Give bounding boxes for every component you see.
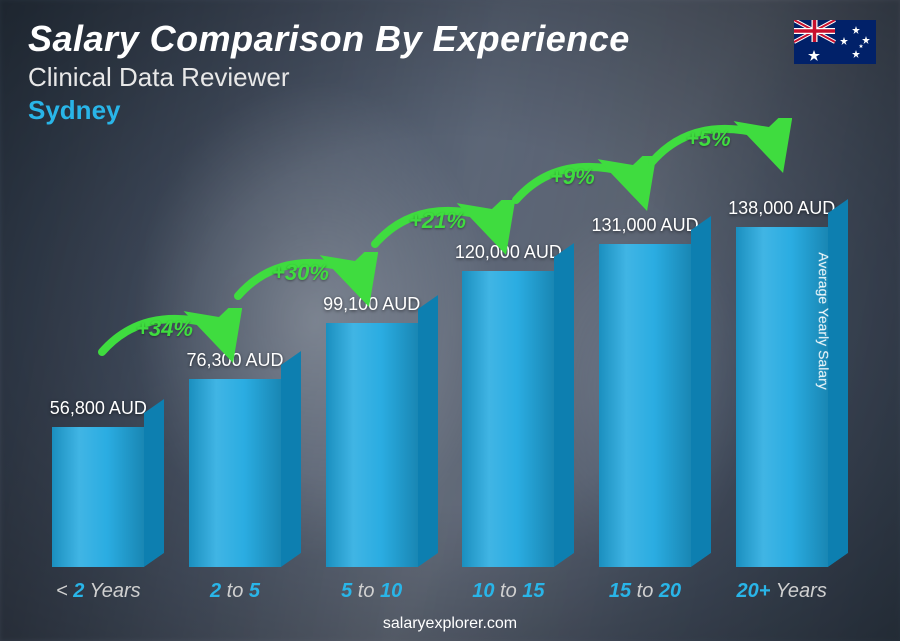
- x-axis-labels: < 2 Years2 to 55 to 1010 to 1515 to 2020…: [30, 580, 850, 603]
- bar-group: 131,000 AUD: [577, 215, 714, 567]
- x-axis-label: 5 to 10: [303, 580, 440, 603]
- footer-attribution: salaryexplorer.com: [0, 615, 900, 633]
- bar: [326, 323, 418, 567]
- flag-icon: [794, 20, 876, 64]
- bar: [462, 271, 554, 567]
- bar: [52, 427, 144, 567]
- x-axis-label: 15 to 20: [577, 580, 714, 603]
- bar: [189, 379, 281, 567]
- chart-subtitle: Clinical Data Reviewer: [28, 62, 630, 93]
- bar-group: 56,800 AUD: [30, 398, 167, 567]
- bar-group: 99,100 AUD: [303, 294, 440, 567]
- percent-increase-text: +21%: [409, 208, 466, 234]
- percent-increase-text: +34%: [136, 316, 193, 342]
- x-axis-label: 20+ Years: [713, 580, 850, 603]
- header: Salary Comparison By Experience Clinical…: [28, 18, 630, 126]
- x-axis-label: < 2 Years: [30, 580, 167, 603]
- x-axis-label: 2 to 5: [167, 580, 304, 603]
- bar-group: 76,300 AUD: [167, 350, 304, 567]
- y-axis-label: Average Yearly Salary: [815, 252, 831, 390]
- bar-value-label: 56,800 AUD: [50, 398, 147, 419]
- bar: [736, 227, 828, 567]
- chart-title: Salary Comparison By Experience: [28, 18, 630, 60]
- bar-value-label: 138,000 AUD: [728, 198, 835, 219]
- x-axis-label: 10 to 15: [440, 580, 577, 603]
- bar-value-label: 131,000 AUD: [591, 215, 698, 236]
- bar: [599, 244, 691, 567]
- chart-location: Sydney: [28, 95, 630, 126]
- percent-increase-text: +5%: [686, 126, 731, 152]
- percent-increase-text: +9%: [550, 164, 595, 190]
- bar-group: 120,000 AUD: [440, 242, 577, 567]
- percent-increase-text: +30%: [272, 260, 329, 286]
